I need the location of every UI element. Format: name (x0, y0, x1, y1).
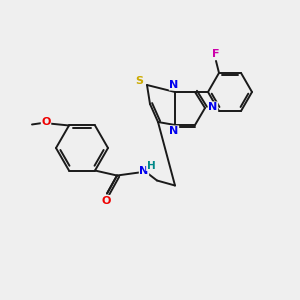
Text: O: O (41, 118, 51, 128)
Text: N: N (169, 126, 178, 136)
Text: H: H (147, 160, 155, 170)
Text: F: F (212, 49, 220, 59)
Text: N: N (208, 102, 217, 112)
Text: N: N (140, 166, 148, 176)
Text: O: O (101, 196, 111, 206)
Text: N: N (169, 80, 178, 90)
Text: S: S (135, 76, 143, 86)
